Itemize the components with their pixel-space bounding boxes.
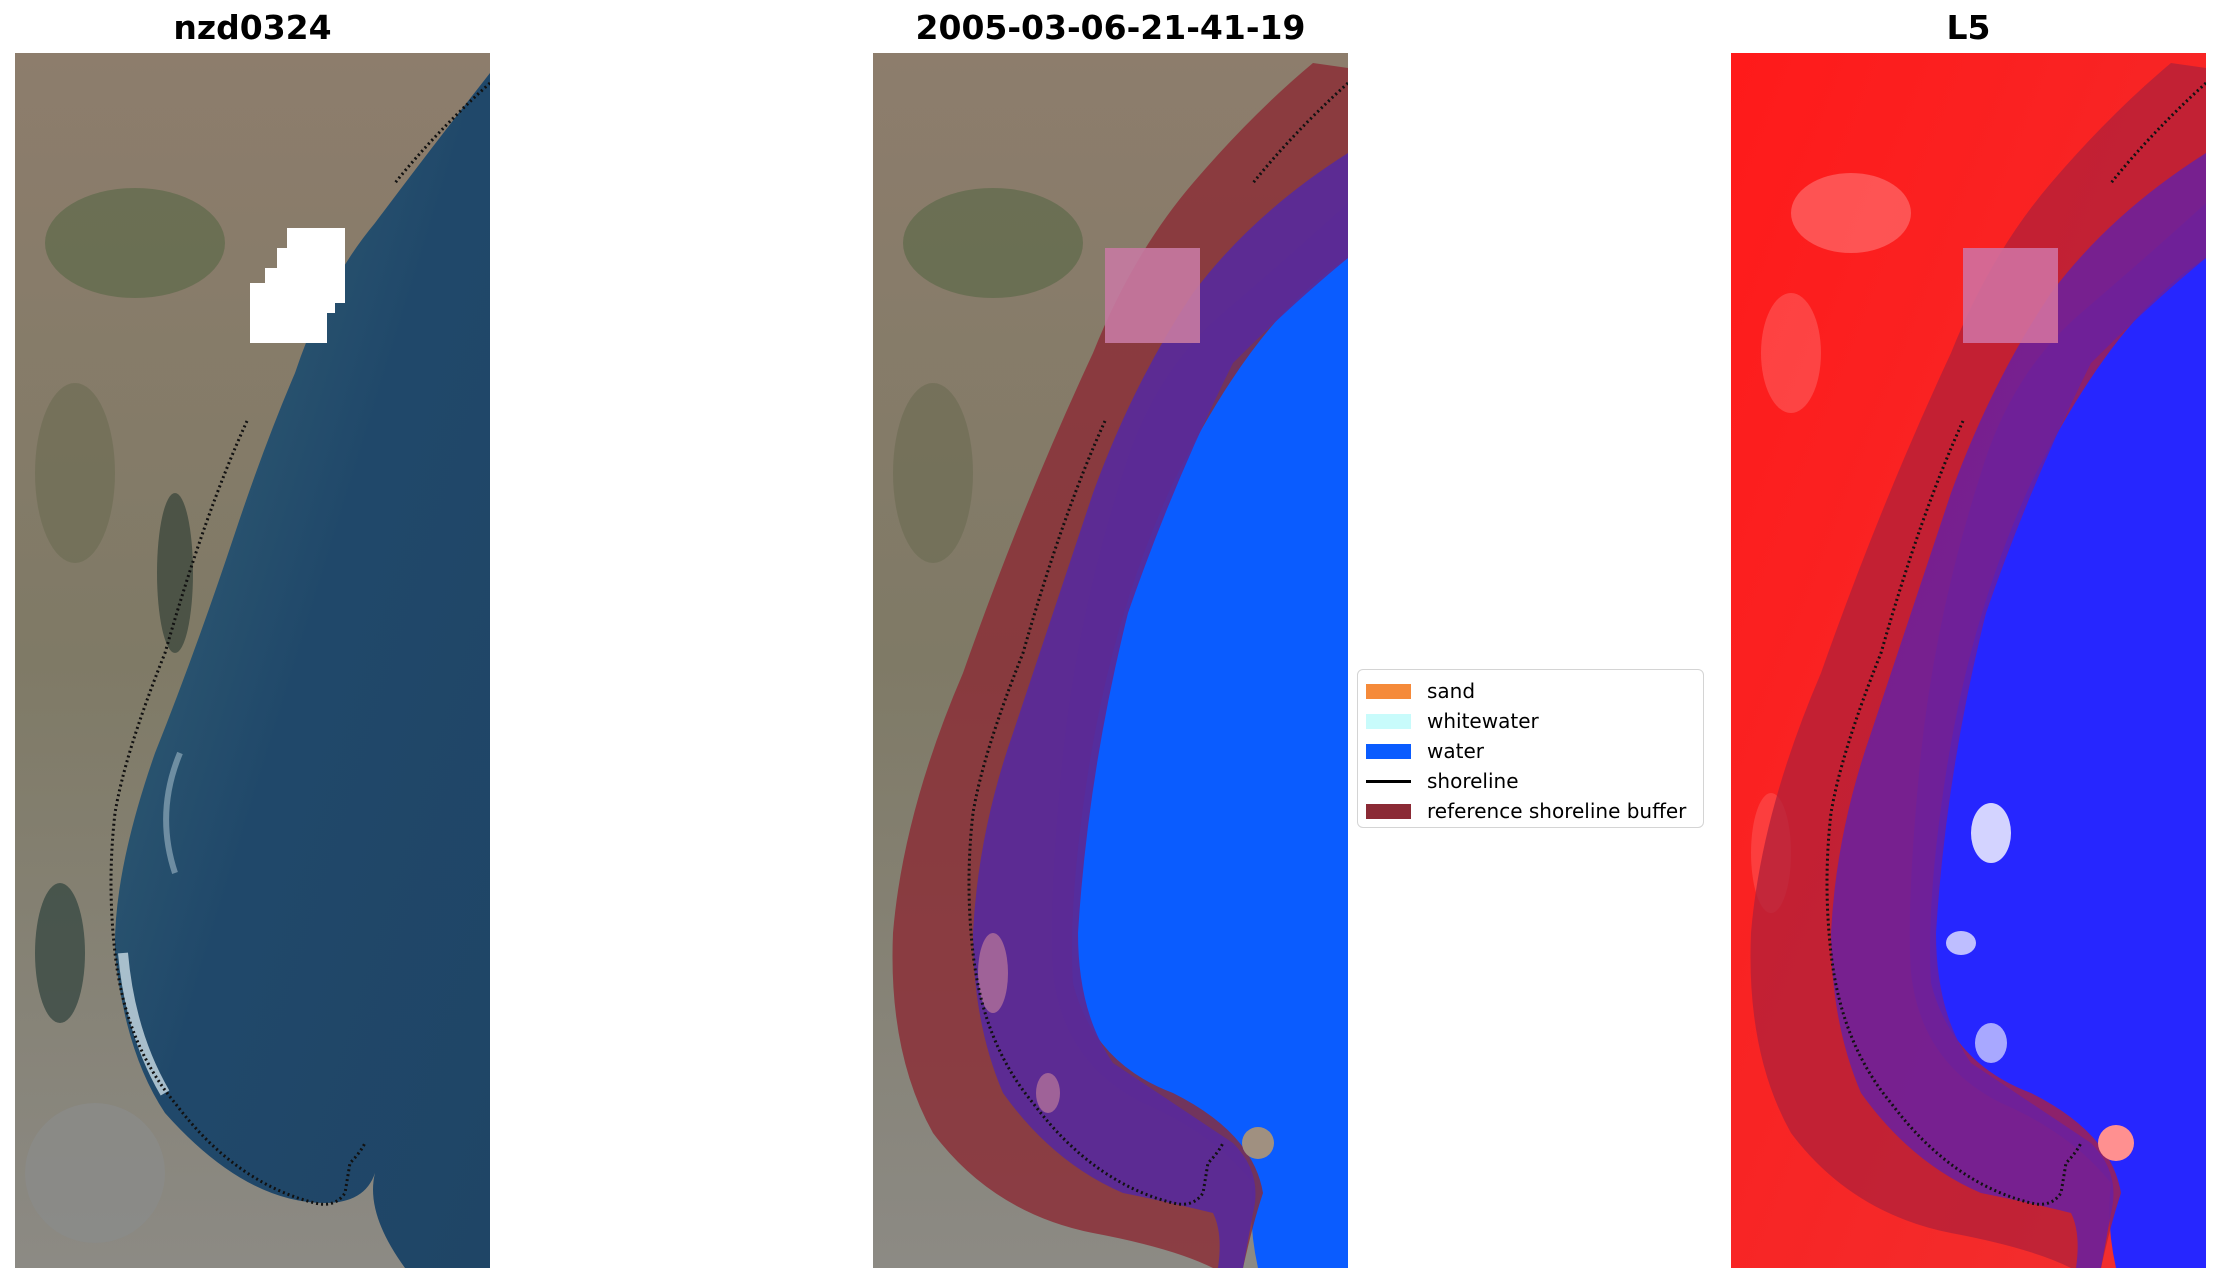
legend-swatch-whitewater xyxy=(1366,713,1411,729)
legend-item-sand: sand xyxy=(1358,676,1703,706)
legend-item-water: water xyxy=(1358,736,1703,766)
panel-title-rgb: nzd0324 xyxy=(173,8,332,47)
classified-image xyxy=(873,53,1348,1268)
legend-label: reference shoreline buffer xyxy=(1427,799,1687,823)
legend: sand whitewater water shoreline referenc… xyxy=(1357,669,1704,828)
legend-item-buffer: reference shoreline buffer xyxy=(1358,796,1703,826)
panel-title-index: L5 xyxy=(1946,8,1991,47)
legend-line-shoreline xyxy=(1366,779,1411,783)
legend-swatch-sand xyxy=(1366,683,1411,699)
legend-label: sand xyxy=(1427,679,1476,703)
rgb-satellite-image xyxy=(15,53,490,1268)
legend-label: shoreline xyxy=(1427,769,1519,793)
legend-swatch-buffer xyxy=(1366,803,1411,819)
legend-label: whitewater xyxy=(1427,709,1539,733)
legend-swatch-water xyxy=(1366,743,1411,759)
panel-title-classified: 2005-03-06-21-41-19 xyxy=(915,8,1306,47)
legend-label: water xyxy=(1427,739,1484,763)
legend-item-whitewater: whitewater xyxy=(1358,706,1703,736)
legend-item-shoreline: shoreline xyxy=(1358,766,1703,796)
index-image xyxy=(1731,53,2206,1268)
